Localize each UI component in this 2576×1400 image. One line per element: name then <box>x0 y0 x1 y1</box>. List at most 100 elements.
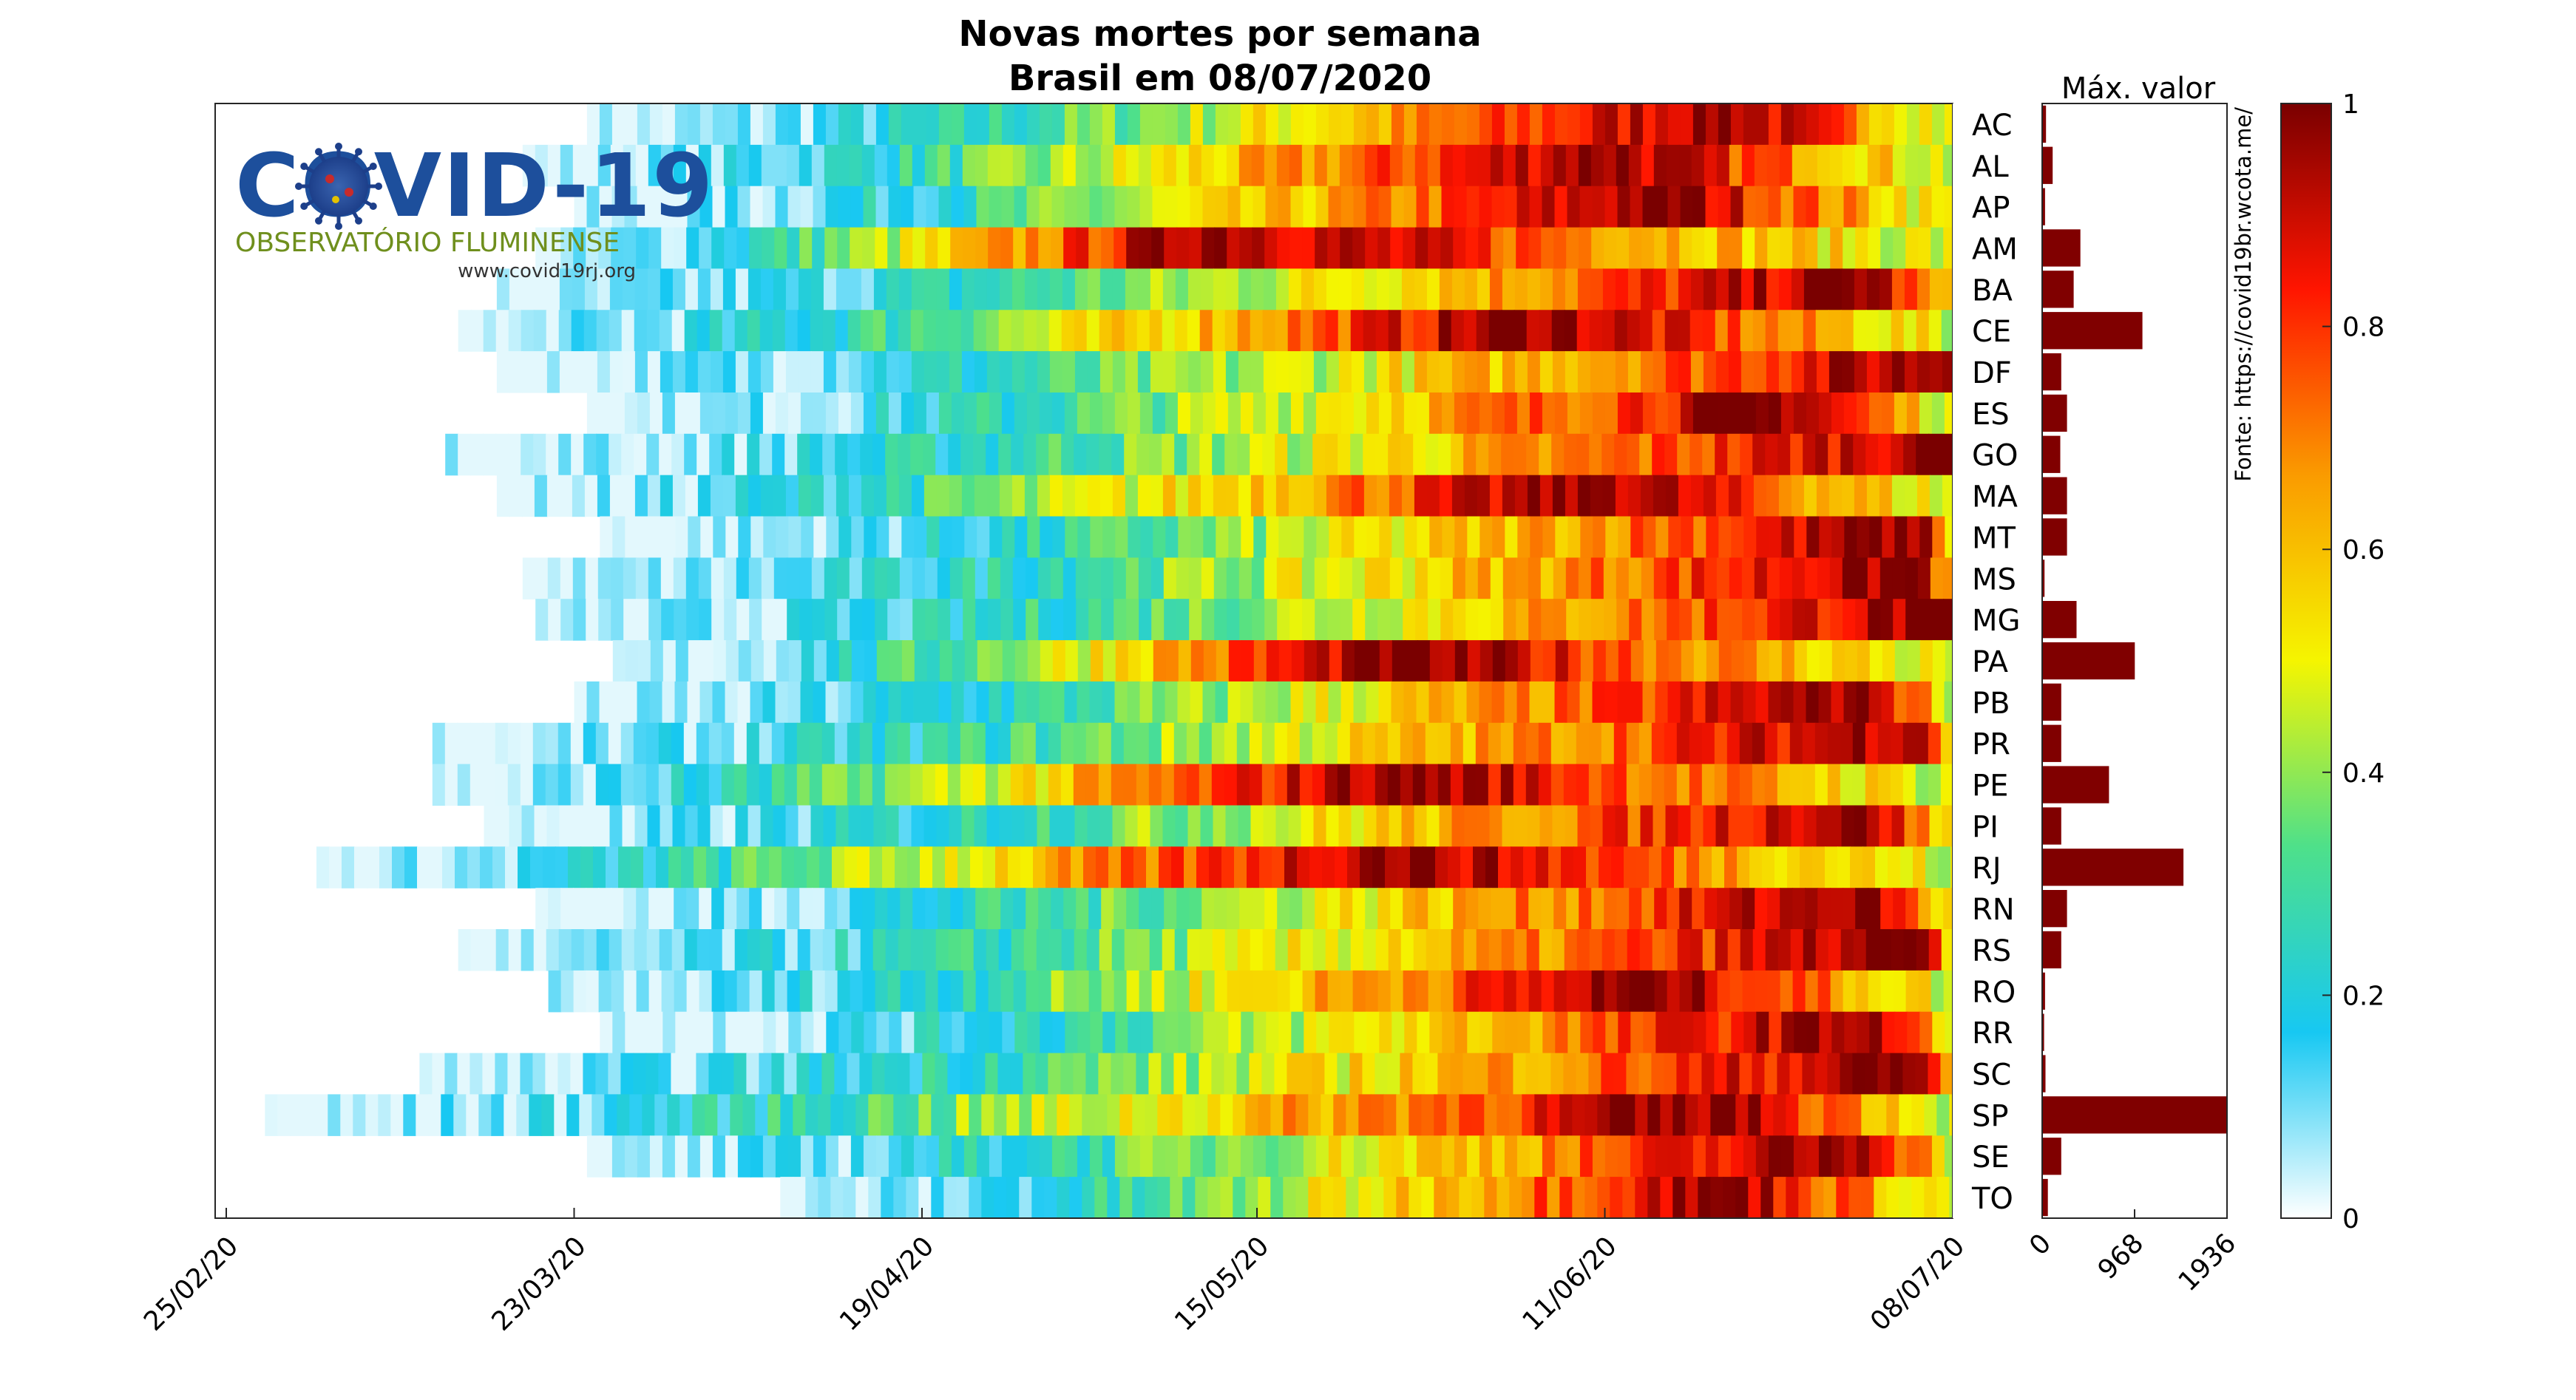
heatmap-cell <box>798 351 812 393</box>
heatmap-cell <box>1854 557 1868 599</box>
max-value-bar <box>2042 435 2061 473</box>
heatmap-cell <box>1550 764 1565 806</box>
heatmap-cell <box>1241 1011 1255 1054</box>
heatmap-cell <box>604 1094 618 1136</box>
heatmap-cell <box>974 268 988 310</box>
heatmap-cell <box>1360 846 1373 888</box>
heatmap-cell <box>956 1094 970 1136</box>
heatmap-cell <box>1063 970 1077 1013</box>
heatmap-cell <box>636 599 650 641</box>
heatmap-cell <box>1602 351 1616 393</box>
heatmap-cell <box>960 929 975 971</box>
heatmap-cell <box>838 640 853 682</box>
heatmap-cell <box>735 351 749 393</box>
heatmap-cell <box>685 268 699 310</box>
heatmap-cell <box>775 393 789 435</box>
heatmap-cell <box>1187 929 1201 971</box>
heatmap-cell <box>1057 1094 1071 1136</box>
heatmap-cell <box>1874 1177 1888 1219</box>
heatmap-cell <box>936 351 950 393</box>
heatmap-cell <box>1664 310 1678 352</box>
heatmap-cell <box>1566 227 1580 270</box>
heatmap-cell <box>1655 103 1669 146</box>
heatmap-cell <box>650 640 664 682</box>
heatmap-cell <box>1165 681 1179 724</box>
heatmap-cell <box>1128 516 1142 558</box>
heatmap-cell <box>1794 1011 1808 1054</box>
heatmap-cell <box>774 227 788 270</box>
heatmap-cell <box>1491 393 1505 435</box>
heatmap-cell <box>1915 764 1929 806</box>
heatmap-cell <box>762 186 776 228</box>
heatmap-cell <box>750 393 764 435</box>
heatmap-cell <box>1365 599 1379 641</box>
heatmap-cell <box>1806 186 1820 228</box>
heatmap-cell <box>570 764 584 806</box>
heatmap-cell <box>1604 393 1619 435</box>
heatmap-cell <box>1597 1177 1611 1219</box>
heatmap-cell <box>1107 1094 1121 1136</box>
heatmap-cell <box>1277 599 1291 641</box>
heatmap-cell <box>823 475 837 517</box>
heatmap-cell <box>1491 970 1505 1013</box>
heatmap-cell <box>1088 888 1102 930</box>
heatmap-cell <box>810 433 824 476</box>
heatmap-cell <box>1753 805 1767 847</box>
heatmap-cell <box>775 103 789 146</box>
heatmap-cell <box>736 144 750 187</box>
heatmap-cell <box>1125 475 1139 517</box>
heatmap-cell <box>975 970 989 1013</box>
heatmap-cell <box>1817 970 1831 1013</box>
heatmap-cell <box>1346 1094 1360 1136</box>
heatmap-cell <box>1715 351 1729 393</box>
heatmap-cell <box>1362 1053 1376 1095</box>
heatmap-cell <box>1039 393 1053 435</box>
heatmap-cell <box>822 433 836 476</box>
heatmap-cell <box>1061 433 1075 476</box>
heatmap-cell <box>721 722 735 765</box>
heatmap-cell <box>926 1011 940 1054</box>
heatmap-cell <box>1794 516 1808 558</box>
heatmap-cell <box>546 310 560 352</box>
heatmap-cell <box>1798 1094 1812 1136</box>
heatmap-cell <box>535 227 549 270</box>
heatmap-cell <box>1300 310 1314 352</box>
heatmap-cell <box>1126 970 1140 1013</box>
heatmap-cell <box>416 1094 430 1136</box>
heatmap-cell <box>1060 722 1074 765</box>
heatmap-cell <box>1768 681 1782 724</box>
heatmap-cell <box>1692 599 1706 641</box>
heatmap-cell <box>975 888 989 930</box>
heatmap-cell <box>911 805 925 847</box>
heatmap-cell <box>623 599 637 641</box>
heatmap-cell <box>1919 393 1933 435</box>
heatmap-cell <box>1818 681 1832 724</box>
heatmap-cell <box>800 393 814 435</box>
heatmap-cell <box>612 1011 626 1054</box>
heatmap-cell <box>658 764 672 806</box>
heatmap-cell <box>1478 970 1492 1013</box>
heatmap-cell <box>1664 433 1678 476</box>
heatmap-cell <box>1793 393 1807 435</box>
heatmap-cell <box>762 970 776 1013</box>
heatmap-cell <box>964 1011 978 1054</box>
heatmap-cell <box>1698 1094 1712 1136</box>
heatmap-cell <box>1061 929 1075 971</box>
state-label: PR <box>1972 728 2010 762</box>
heatmap-cell <box>1362 764 1376 806</box>
heatmap-cell <box>742 1094 756 1136</box>
heatmap-cell <box>800 186 814 228</box>
heatmap-cell <box>1127 393 1141 435</box>
heatmap-cell <box>573 888 587 930</box>
heatmap-cell <box>823 351 837 393</box>
heatmap-cell <box>1906 103 1920 146</box>
heatmap-cell <box>1843 393 1857 435</box>
heatmap-cell <box>875 681 889 724</box>
heatmap-cell <box>747 310 761 352</box>
max-value-bar <box>2042 353 2061 391</box>
heatmap-cell <box>1151 888 1165 930</box>
heatmap-cell <box>1011 805 1026 847</box>
heatmap-cell <box>961 475 975 517</box>
heatmap-cell <box>799 557 813 599</box>
heatmap-cell <box>1038 599 1052 641</box>
